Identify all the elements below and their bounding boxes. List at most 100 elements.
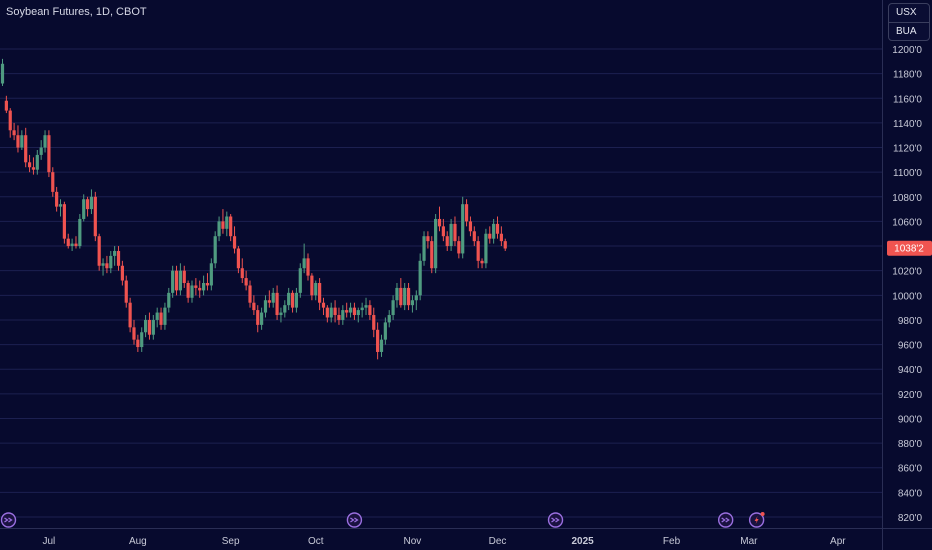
candle: [124, 275, 128, 308]
candle-body: [275, 292, 279, 316]
candle-body: [205, 283, 210, 286]
candle-body: [31, 167, 36, 170]
candle-body: [159, 312, 163, 325]
y-tick-label: 1000'0: [892, 291, 922, 302]
flash-icon[interactable]: [748, 512, 765, 528]
candle: [426, 231, 430, 249]
candle: [27, 154, 32, 173]
candle: [85, 196, 90, 217]
candle-body: [194, 285, 198, 288]
candle: [341, 305, 345, 325]
candle-body: [47, 135, 51, 173]
chart-title: Soybean Futures, 1D, CBOT: [6, 6, 147, 18]
candle: [143, 315, 148, 338]
candle-body: [136, 339, 140, 348]
candle: [132, 319, 136, 345]
candle: [221, 209, 225, 234]
candle: [453, 216, 457, 247]
candle: [147, 312, 152, 340]
x-tick-label-oct: Oct: [308, 536, 324, 547]
candle-body: [318, 283, 322, 303]
candle: [174, 265, 179, 296]
dividend-forward-icon[interactable]: [547, 512, 564, 528]
y-tick-label: 960'0: [898, 341, 923, 352]
candle-body: [260, 312, 264, 325]
candle-body: [43, 135, 47, 148]
unit-selector[interactable]: USX BUA: [888, 3, 930, 41]
candle-body: [492, 223, 496, 239]
candle-body: [39, 147, 43, 155]
candle: [492, 218, 496, 244]
dividend-forward-icon[interactable]: [346, 512, 363, 528]
candle-body: [58, 204, 63, 207]
candle: [43, 130, 47, 153]
candle: [260, 307, 264, 330]
candle: [58, 199, 63, 217]
candle: [248, 280, 252, 308]
forward-glyph: [721, 517, 730, 523]
candle: [16, 125, 20, 153]
candle: [360, 302, 364, 318]
candle-body: [391, 300, 395, 316]
candle: [387, 310, 391, 328]
candle: [209, 258, 213, 291]
candle-body: [8, 110, 12, 131]
candle: [430, 236, 434, 274]
candle: [35, 149, 39, 175]
dividend-forward-icon[interactable]: [0, 512, 17, 528]
candle: [314, 280, 318, 301]
y-tick-label: 1180'0: [893, 70, 922, 81]
candle: [74, 236, 78, 249]
candle-body: [74, 243, 78, 247]
candle: [236, 246, 241, 274]
candle: [8, 108, 12, 138]
candle-body: [310, 275, 314, 296]
candle-body: [70, 243, 74, 247]
candle: [306, 253, 310, 281]
candle-body: [410, 300, 415, 306]
candlestick-series[interactable]: [0, 58, 507, 360]
x-tick-label-2025: 2025: [571, 536, 594, 547]
candle-body: [78, 218, 82, 247]
candle-body: [302, 258, 306, 269]
candle-body: [395, 287, 399, 301]
candle: [213, 231, 217, 269]
candle-body: [51, 172, 55, 192]
candle-body: [495, 223, 500, 234]
candle-body: [337, 315, 341, 320]
last-price-background: [887, 240, 932, 256]
y-tick-label: 1060'0: [892, 217, 922, 228]
candle-body: [225, 216, 229, 229]
notification-dot: [760, 512, 765, 516]
candle: [163, 302, 167, 330]
candle: [484, 228, 488, 269]
dividend-forward-icon[interactable]: [717, 512, 734, 528]
candle: [128, 297, 132, 333]
unit-label[interactable]: BUA: [889, 22, 929, 40]
candle-body: [445, 236, 449, 247]
candle: [136, 334, 140, 352]
candle-body: [461, 204, 465, 254]
candle: [140, 327, 144, 352]
candle: [271, 287, 275, 308]
candle-body: [109, 255, 113, 269]
candle: [66, 233, 70, 249]
candle: [51, 167, 55, 197]
candle-body: [171, 270, 175, 293]
candle-body: [453, 223, 457, 242]
candle-body: [4, 100, 8, 111]
currency-label[interactable]: USX: [896, 7, 917, 18]
candle-body: [113, 250, 117, 256]
candle-body: [271, 292, 275, 303]
candle-body: [480, 260, 484, 264]
x-tick-label-aug: Aug: [129, 536, 147, 547]
x-tick-label-jul: Jul: [43, 536, 56, 547]
candle-body: [116, 250, 121, 266]
candle: [252, 295, 256, 316]
candle-body: [12, 130, 16, 136]
candle-body: [97, 236, 101, 266]
y-tick-label: 840'0: [898, 488, 923, 499]
event-markers[interactable]: [0, 512, 765, 528]
candle: [352, 302, 357, 320]
